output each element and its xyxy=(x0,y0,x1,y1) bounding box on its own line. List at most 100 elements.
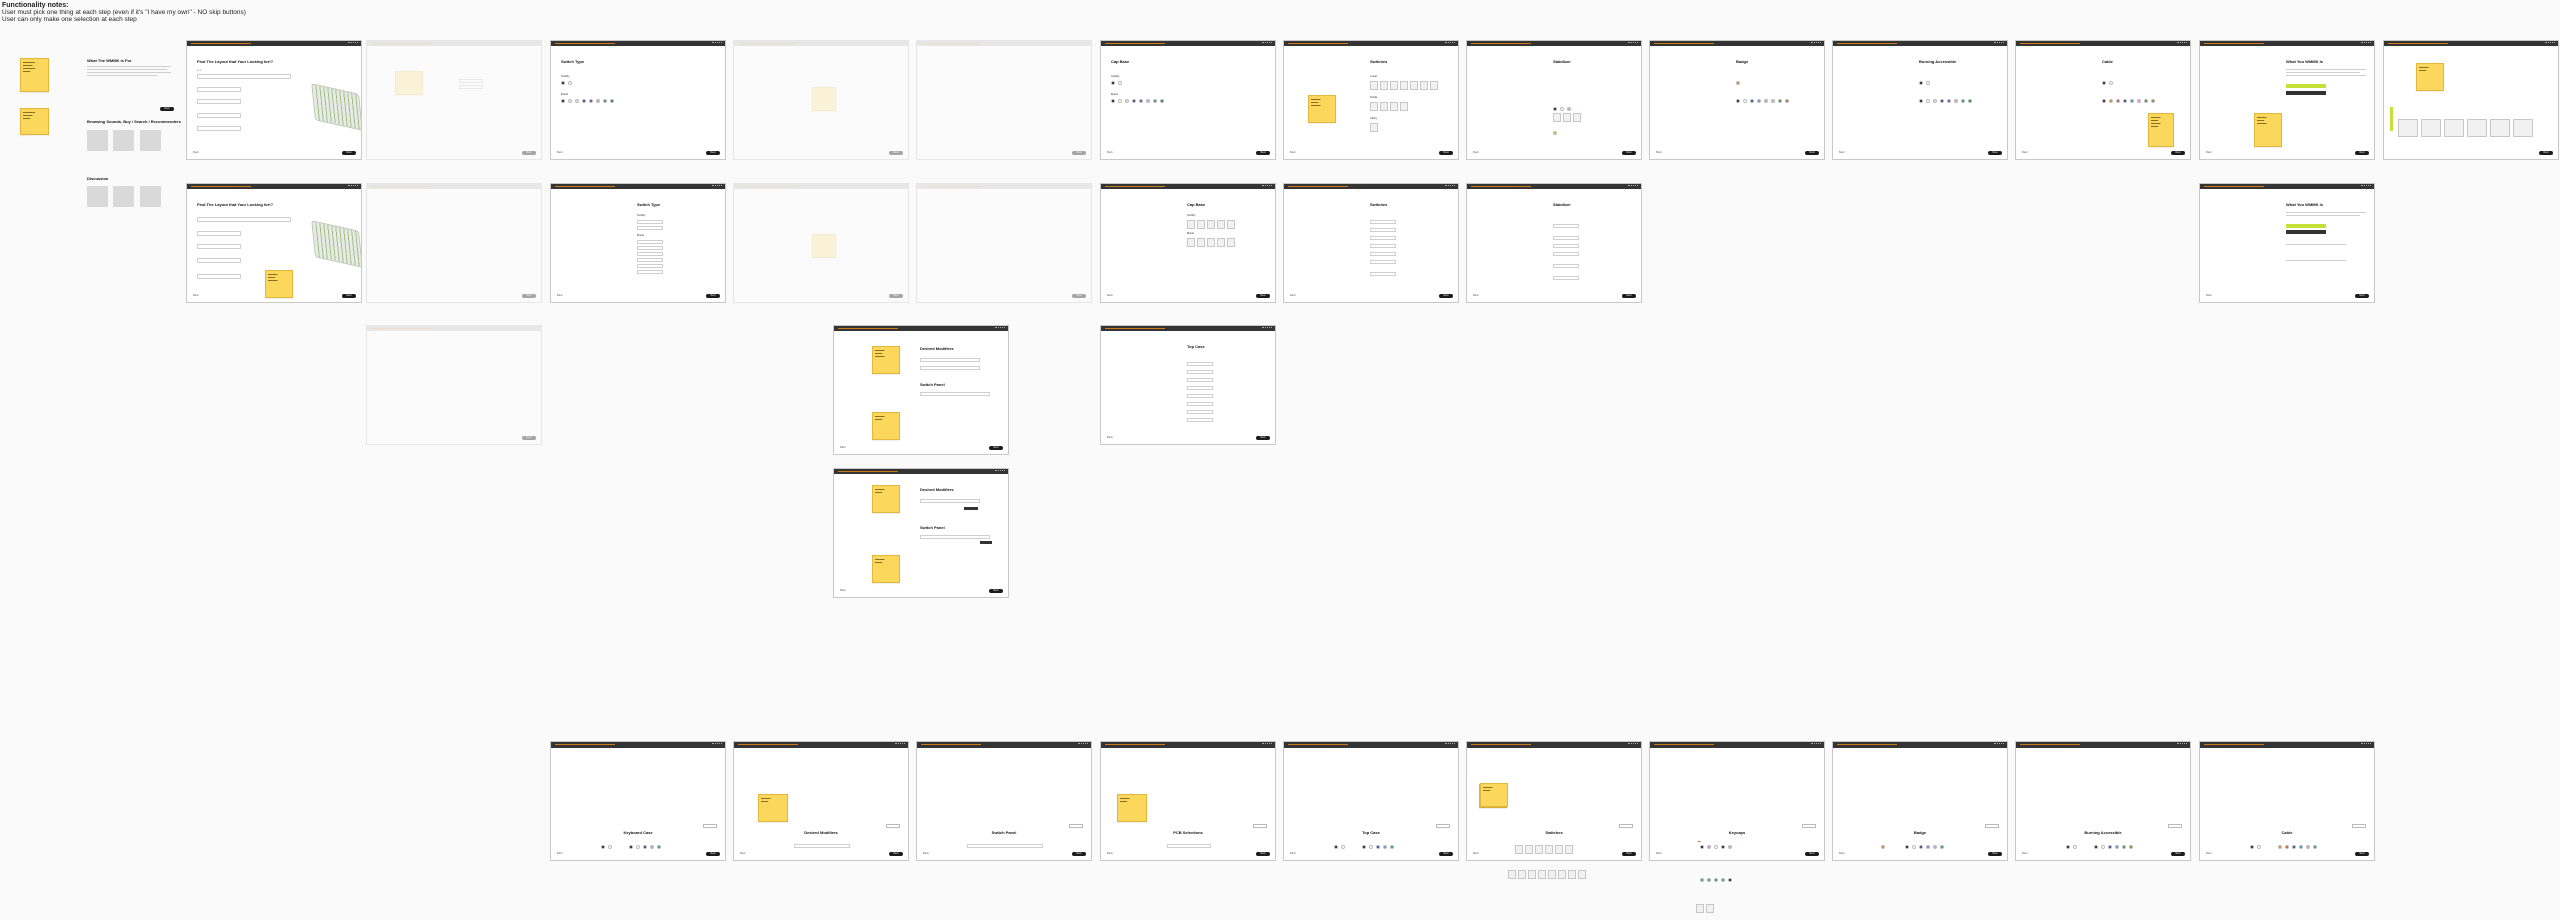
next-button[interactable]: Next xyxy=(1256,151,1270,155)
back-button[interactable]: Back xyxy=(1473,151,1479,154)
back-button[interactable]: Back xyxy=(840,589,846,592)
frame-title: Switch Type xyxy=(561,59,585,64)
next-button[interactable]: Next xyxy=(522,151,536,155)
back-button[interactable]: Back xyxy=(1107,294,1113,297)
back-button[interactable]: Back xyxy=(2206,294,2212,297)
section-label: Tactility xyxy=(637,214,646,217)
next-button[interactable]: Next xyxy=(889,151,903,155)
back-button[interactable]: Back xyxy=(2022,852,2028,855)
bottom-frame-keycaps: Keycaps ▬ Back Next xyxy=(1649,741,1825,861)
frame-title: Keyboard Case xyxy=(623,830,653,835)
next-button[interactable]: Next xyxy=(1988,852,2002,856)
sticky-note: ▬▬▬▬ ▬▬▬ ▬▬▬▬ ▬▬▬ xyxy=(2148,113,2174,147)
intro-next-button[interactable]: Next xyxy=(160,107,174,111)
back-button[interactable]: Back xyxy=(740,852,746,855)
frame-switch-type: Switch Type Tactility Brand Back Next xyxy=(550,40,726,160)
frame-layout: Find The Layout that Your Looking for!? … xyxy=(186,40,362,160)
back-button[interactable]: Back xyxy=(2022,151,2028,154)
back-button[interactable]: Back xyxy=(1839,852,1845,855)
section-label: Clicky xyxy=(1370,117,1377,120)
back-button[interactable]: Back xyxy=(1473,852,1479,855)
frame-desired-modifiers-variant: ▬▬▬▬ ▬▬▬ ▬▬▬▬ ▬▬▬ Desired Modifiers Switch… xyxy=(833,468,1009,598)
frame-title: Badge xyxy=(1736,59,1749,64)
section-label: Brand xyxy=(561,93,568,96)
next-button[interactable]: Next xyxy=(1622,151,1636,155)
next-button[interactable]: Next xyxy=(889,852,903,856)
next-button[interactable]: Next xyxy=(1256,436,1270,440)
next-button[interactable]: Next xyxy=(522,436,536,440)
next-button[interactable]: Next xyxy=(342,151,356,155)
frame-layout-variant: Find The Layout that Your Looking for!? … xyxy=(186,183,362,303)
frame-desired-modifiers: ▬▬▬▬ ▬▬▬ ▬▬▬▬ ▬▬▬▬ ▬▬▬ Desired Modifiers Sw… xyxy=(833,325,1009,455)
back-button[interactable]: Back xyxy=(2206,852,2212,855)
next-button[interactable]: Next xyxy=(889,294,903,298)
back-button[interactable]: Back xyxy=(1839,151,1845,154)
next-button[interactable]: Next xyxy=(1072,151,1086,155)
next-button[interactable]: Next xyxy=(989,589,1003,593)
back-button[interactable]: Back xyxy=(1107,852,1113,855)
back-button[interactable]: Back xyxy=(1473,294,1479,297)
frame-top-case: Top Case Back Next xyxy=(1100,325,1276,445)
back-button[interactable]: Back xyxy=(557,151,563,154)
frame-title: Keycaps xyxy=(1728,830,1746,835)
next-button[interactable]: Next xyxy=(1988,151,2002,155)
frame-title: Burning Accessible xyxy=(1919,59,1957,64)
frame-cap-base: Cap Base Tactility Brand Back Next xyxy=(1100,40,1276,160)
back-button[interactable]: Back xyxy=(193,294,199,297)
next-button[interactable]: Next xyxy=(2171,852,2185,856)
back-button[interactable]: Back xyxy=(1290,151,1296,154)
back-button[interactable]: Back xyxy=(1290,852,1296,855)
frame-switches: Switches Linear Tactile Clicky ▬▬▬▬ ▬▬▬ ▬▬… xyxy=(1283,40,1459,160)
back-button[interactable]: Back xyxy=(1656,852,1662,855)
frame-cable: Cable ▬▬▬▬ ▬▬▬ ▬▬▬▬ ▬▬▬ Back Next xyxy=(2015,40,2191,160)
frame-title: Top Case xyxy=(1187,344,1205,349)
next-button[interactable]: Next xyxy=(522,294,536,298)
keyboard-illustration xyxy=(311,83,361,131)
back-button[interactable]: Back xyxy=(1656,151,1662,154)
next-button[interactable]: Next xyxy=(1622,852,1636,856)
bottom-frame-badge: Badge Back Next xyxy=(1832,741,2008,861)
section-label: Tactility xyxy=(561,75,570,78)
next-button[interactable]: Next xyxy=(1072,294,1086,298)
next-button[interactable]: Next xyxy=(1256,852,1270,856)
back-button[interactable]: Back xyxy=(557,852,563,855)
keycaps-fragment xyxy=(1700,878,1732,882)
back-button[interactable]: Back xyxy=(1107,151,1113,154)
next-button[interactable]: Next xyxy=(1439,294,1453,298)
back-button[interactable]: Back xyxy=(557,294,563,297)
next-button[interactable]: Next xyxy=(1439,151,1453,155)
next-button[interactable]: Next xyxy=(706,151,720,155)
next-button[interactable]: Next xyxy=(1805,852,1819,856)
next-button[interactable]: Next xyxy=(1072,852,1086,856)
intro-title: What The WMMK is For xyxy=(87,58,132,63)
frame-stabilizer: Stabilizer Back Next xyxy=(1466,40,1642,160)
back-button[interactable]: Back xyxy=(2206,151,2212,154)
back-button[interactable]: Back xyxy=(1107,436,1113,439)
next-button[interactable]: Next xyxy=(989,446,1003,450)
frame-title: Find The Layout that Your Looking for!? xyxy=(197,202,274,207)
frame-title: Find The Layout that Your Looking for!? xyxy=(197,59,274,64)
frame-what-wmmk-variant: What You WMMK Is Back Next xyxy=(2199,183,2375,303)
next-button[interactable]: Next xyxy=(2171,151,2185,155)
back-button[interactable]: Back xyxy=(193,151,199,154)
next-button[interactable]: Next xyxy=(1439,852,1453,856)
next-button[interactable]: Next xyxy=(2355,852,2369,856)
next-button[interactable]: Next xyxy=(706,294,720,298)
next-button[interactable]: Next xyxy=(2355,294,2369,298)
next-button[interactable]: Next xyxy=(706,852,720,856)
next-button[interactable]: Next xyxy=(342,294,356,298)
back-button[interactable]: Back xyxy=(840,446,846,449)
section-label: Tactility xyxy=(1111,75,1120,78)
next-button[interactable]: Next xyxy=(1805,151,1819,155)
next-button[interactable]: Next xyxy=(1256,294,1270,298)
switches-fragment xyxy=(1508,870,1586,879)
next-button[interactable]: Next xyxy=(2539,151,2553,155)
next-button[interactable]: Next xyxy=(1622,294,1636,298)
intro-paragraph xyxy=(87,65,171,76)
frame-what-wmmk: What You WMMK Is ▬▬▬▬ ▬▬▬ ▬▬▬▬ Back Next xyxy=(2199,40,2375,160)
next-button[interactable]: Next xyxy=(2355,151,2369,155)
image-placeholder xyxy=(140,130,161,151)
frame-title: Desired Modifiers xyxy=(804,830,838,835)
back-button[interactable]: Back xyxy=(923,852,929,855)
back-button[interactable]: Back xyxy=(1290,294,1296,297)
